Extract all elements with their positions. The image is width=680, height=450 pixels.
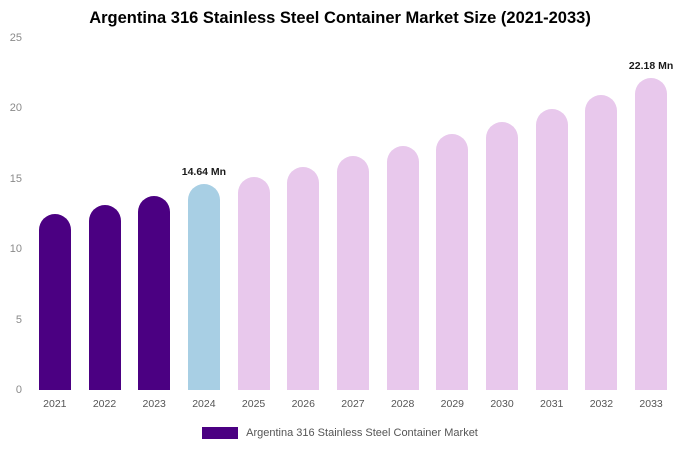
legend: Argentina 316 Stainless Steel Container … (0, 427, 680, 439)
bar-2029 (436, 134, 469, 390)
bar-column (527, 38, 577, 390)
data-label: 14.64 Mn (181, 166, 227, 178)
data-label: 22.18 Mn (628, 60, 674, 72)
y-tick-label: 10 (9, 243, 22, 256)
bar-2028 (386, 146, 419, 390)
x-tick-label: 2032 (589, 398, 614, 410)
bar-2022 (88, 205, 121, 390)
bar-column (428, 38, 478, 390)
x-tick-label: 2028 (390, 398, 415, 410)
x-tick-label: 2025 (241, 398, 266, 410)
bar-column (229, 38, 279, 390)
y-tick-label: 20 (9, 102, 22, 115)
chart-title: Argentina 316 Stainless Steel Container … (89, 9, 591, 27)
bar-2031 (535, 109, 568, 390)
x-tick-label: 2027 (341, 398, 365, 410)
x-tick-label: 2030 (490, 398, 514, 410)
bar-2024 (187, 184, 220, 390)
bar-2025 (237, 177, 270, 390)
y-tick-label: 0 (15, 384, 22, 396)
bar-column (278, 38, 328, 390)
bar-column: 22.18 Mn (626, 38, 676, 390)
x-tick-label: 2024 (192, 398, 216, 410)
y-tick-label: 25 (9, 32, 22, 44)
bar-column: 14.64 Mn (179, 38, 229, 390)
bar-column (378, 38, 428, 390)
bar-2023 (138, 196, 171, 390)
bar-2021 (38, 214, 71, 390)
bar-2026 (287, 167, 320, 390)
bar-column (80, 38, 130, 390)
bar-column (477, 38, 527, 390)
x-tick-label: 2023 (142, 398, 166, 410)
x-tick-label: 2031 (540, 398, 564, 410)
y-tick-label: 5 (15, 313, 22, 326)
bar-column (328, 38, 378, 390)
x-tick-label: 2029 (440, 398, 465, 410)
bar-2033 (635, 78, 668, 390)
bar-2032 (585, 95, 618, 390)
x-tick-label: 2033 (639, 398, 663, 410)
x-tick-label: 2026 (291, 398, 315, 410)
plot-area: 14.64 Mn 22.18 Mn (30, 38, 676, 390)
bar-column (129, 38, 179, 390)
bar-column (30, 38, 80, 390)
x-tick-label: 2022 (92, 398, 117, 410)
legend-label: Argentina 316 Stainless Steel Container … (246, 427, 478, 439)
x-axis: 2021 2022 2023 2024 2025 2026 2027 2028 2029 2030… (30, 398, 676, 410)
x-tick-label: 2021 (43, 398, 67, 410)
legend-swatch-icon (202, 427, 239, 439)
bar-2030 (486, 122, 519, 390)
bar-2027 (336, 156, 369, 390)
y-tick-label: 15 (9, 172, 22, 185)
bar-column (577, 38, 627, 390)
